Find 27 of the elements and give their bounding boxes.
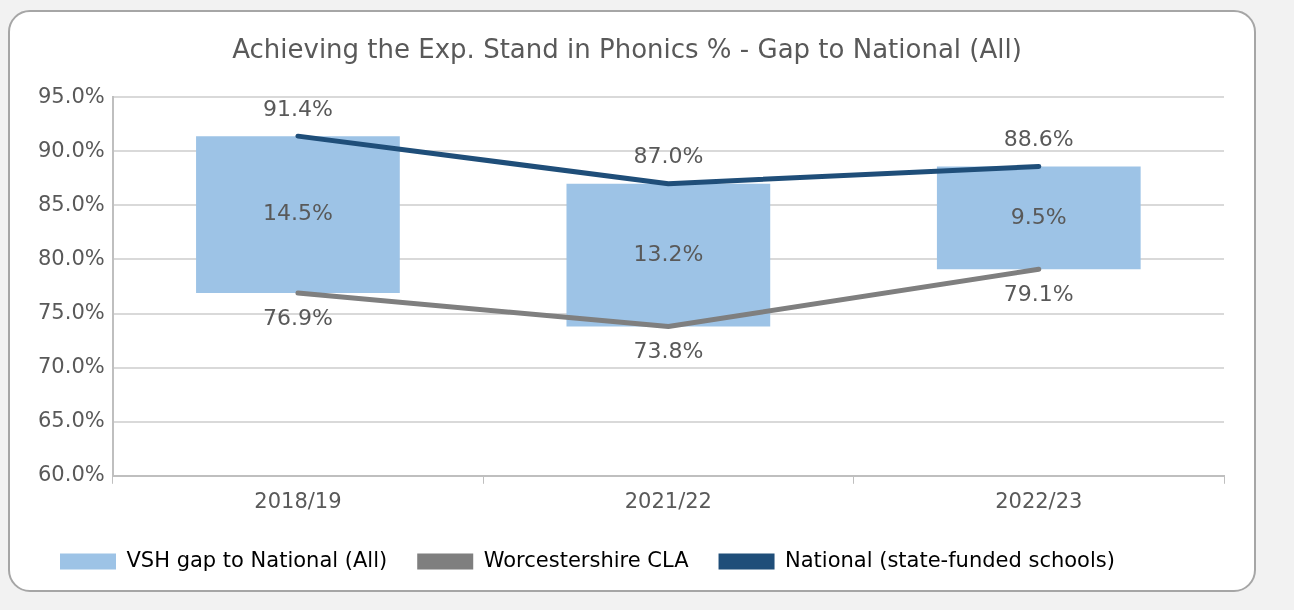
legend-label: National (state-funded schools) xyxy=(785,547,1115,572)
bar xyxy=(196,136,400,293)
y-tick-label: 85.0% xyxy=(37,191,105,216)
x-tick-label: 2021/22 xyxy=(624,488,712,513)
data-label: 87.0% xyxy=(633,143,704,169)
legend-label: VSH gap to National (All) xyxy=(126,547,388,572)
data-label: 76.9% xyxy=(262,304,333,330)
y-tick-label: 80.0% xyxy=(37,245,105,270)
y-tick-label: 60.0% xyxy=(37,462,105,487)
data-label: 73.8% xyxy=(633,338,704,364)
y-tick-label: 75.0% xyxy=(37,300,105,324)
y-tick-label: 90.0% xyxy=(37,137,105,162)
data-label: 91.4% xyxy=(262,95,333,121)
y-tick-label: 70.0% xyxy=(37,354,105,379)
x-tick-label: 2018/19 xyxy=(254,488,342,513)
y-tick-label: 95.0% xyxy=(37,83,105,108)
data-label: 79.1% xyxy=(1003,280,1074,306)
data-label: 88.6% xyxy=(1003,126,1074,152)
y-tick-label: 65.0% xyxy=(37,408,105,433)
bar xyxy=(936,166,1141,270)
data-label: 13.2% xyxy=(633,240,704,266)
x-tick-label: 2022/23 xyxy=(995,488,1083,513)
chart-title: Achieving the Exp. Stand in Phonics % - Gap to National (All) xyxy=(232,34,1022,65)
bar xyxy=(566,183,771,327)
data-label: 14.5% xyxy=(262,200,333,226)
data-label: 9.5% xyxy=(1010,203,1067,229)
legend-label: Worcestershire CLA xyxy=(483,547,690,572)
